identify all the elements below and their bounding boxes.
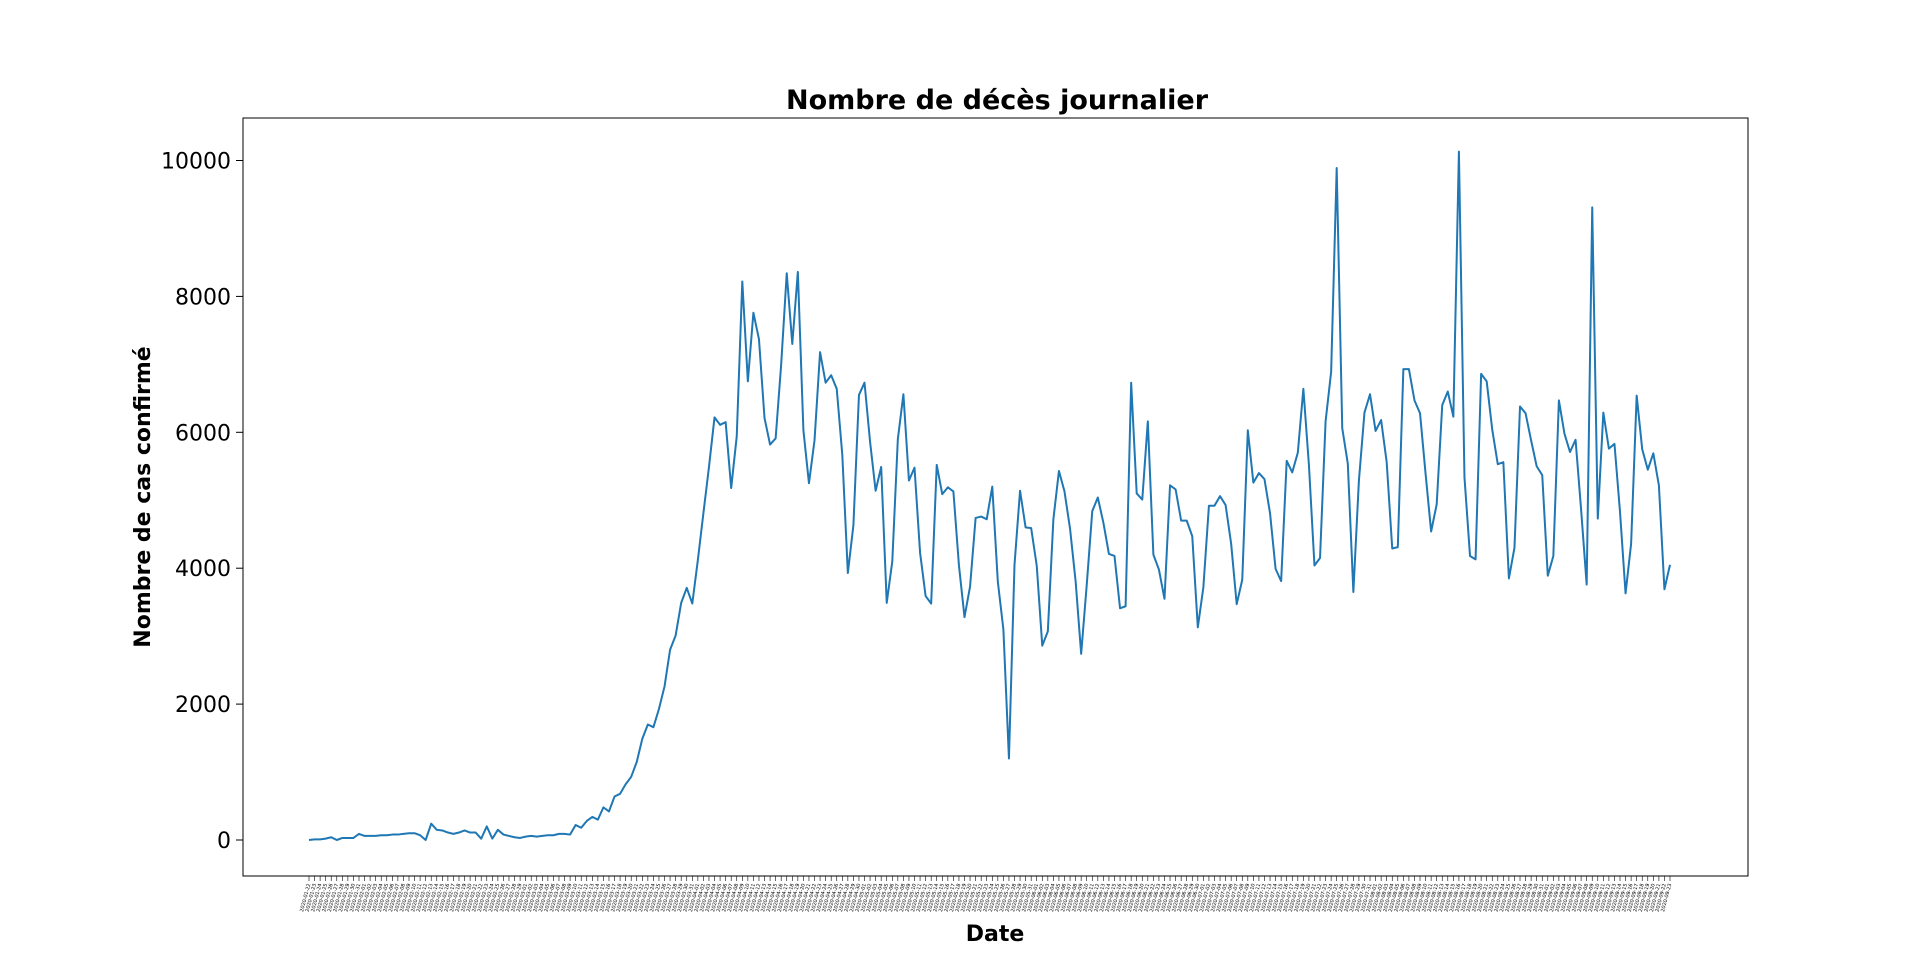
deaths-series-line — [308, 150, 1671, 841]
y-tick-label: 4000 — [175, 557, 231, 582]
x-axis-ticks: 2020-01-222020-01-232020-01-242020-01-25… — [299, 876, 1673, 913]
y-tick-label: 2000 — [175, 693, 231, 718]
x-axis-label: Date — [966, 922, 1025, 947]
chart-title: Nombre de décès journalier — [786, 85, 1209, 116]
plot-frame — [242, 117, 1749, 877]
y-axis-label: Nombre de cas confirmé — [131, 346, 156, 647]
y-tick-label: 10000 — [161, 150, 231, 175]
y-axis-ticks: 0 2000 4000 6000 8000 10000 — [161, 150, 243, 854]
y-tick-label: 6000 — [175, 421, 231, 446]
y-tick-label: 8000 — [175, 285, 231, 310]
y-tick-label: 0 — [217, 829, 231, 854]
